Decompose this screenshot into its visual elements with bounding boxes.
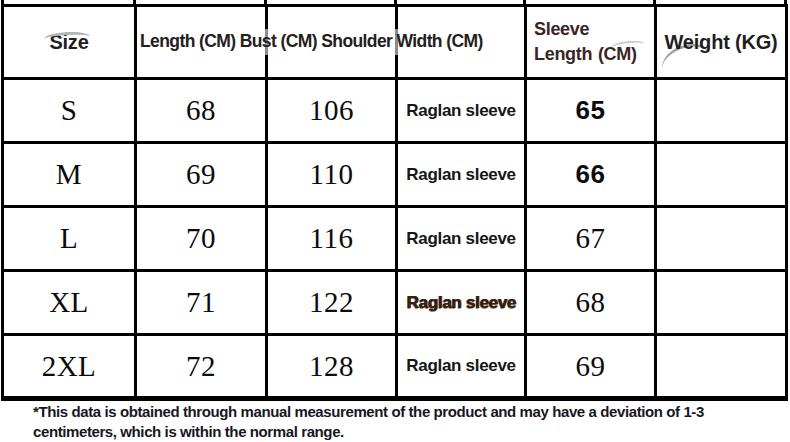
sleeve-cell: 65	[526, 79, 656, 143]
size-cell: 2XL	[3, 335, 136, 399]
bust-cell: 128	[267, 335, 397, 399]
shoulder-cell: Raglan sleeve	[397, 143, 526, 207]
size-chart-table: Size Length (CM) Bust (CM) Shoulder Widt…	[1, 4, 788, 401]
sleeve-cell: 66	[526, 143, 656, 207]
bust-cell: 116	[267, 207, 397, 271]
length-cell: 71	[136, 271, 267, 335]
size-cell: XL	[3, 271, 136, 335]
measurement-disclaimer: *This data is obtained through manual me…	[33, 402, 785, 441]
header-size-label: Size	[49, 31, 88, 53]
header-bust-label: Bust (CM)	[240, 31, 317, 51]
header-overflow-run: Length (CM) Bust (CM) Shoulder Width (CM…	[140, 29, 486, 55]
header-sleeve-label: Sleeve Length (CM)	[534, 17, 650, 67]
table-row: S 68 106 Raglan sleeve 65	[3, 79, 787, 143]
weight-cell	[656, 207, 787, 271]
bust-cell: 122	[267, 271, 397, 335]
sleeve-cell: 69	[526, 335, 656, 399]
weight-cell	[656, 271, 787, 335]
weight-cell	[656, 143, 787, 207]
header-sleeve: Sleeve Length (CM)	[526, 6, 656, 79]
size-cell: S	[3, 79, 136, 143]
size-cell: M	[3, 143, 136, 207]
shoulder-cell: Raglan sleeve	[397, 271, 526, 335]
length-cell: 70	[136, 207, 267, 271]
table-row: L 70 116 Raglan sleeve 67	[3, 207, 787, 271]
shoulder-cell: Raglan sleeve	[397, 207, 526, 271]
length-cell: 69	[136, 143, 267, 207]
shoulder-cell: Raglan sleeve	[397, 79, 526, 143]
weight-cell	[656, 335, 787, 399]
bust-cell: 110	[267, 143, 397, 207]
header-weight: Weight (KG)	[656, 6, 787, 79]
header-weight-label: Weight (KG)	[665, 31, 778, 53]
size-chart-page: Size Length (CM) Bust (CM) Shoulder Widt…	[0, 0, 790, 442]
table-row: 2XL 72 128 Raglan sleeve 69	[3, 335, 787, 399]
sleeve-cell: 67	[526, 207, 656, 271]
header-length-label: Length (CM)	[140, 31, 235, 51]
size-cell: L	[3, 207, 136, 271]
header-shoulder-label: Shoulder Width (CM)	[321, 31, 482, 51]
shoulder-cell: Raglan sleeve	[397, 335, 526, 399]
table-row: XL 71 122 Raglan sleeve 68	[3, 271, 787, 335]
table-header: Size Length (CM) Bust (CM) Shoulder Widt…	[3, 6, 787, 79]
bust-cell: 106	[267, 79, 397, 143]
length-cell: 72	[136, 335, 267, 399]
sleeve-cell: 68	[526, 271, 656, 335]
weight-cell	[656, 79, 787, 143]
header-size: Size	[3, 6, 136, 79]
header-row: Size Length (CM) Bust (CM) Shoulder Widt…	[3, 6, 787, 79]
length-cell: 68	[136, 79, 267, 143]
table-row: M 69 110 Raglan sleeve 66	[3, 143, 787, 207]
header-length: Length (CM) Bust (CM) Shoulder Width (CM…	[136, 6, 267, 79]
table-body: S 68 106 Raglan sleeve 65 M 69 110 Ragla…	[3, 79, 787, 399]
